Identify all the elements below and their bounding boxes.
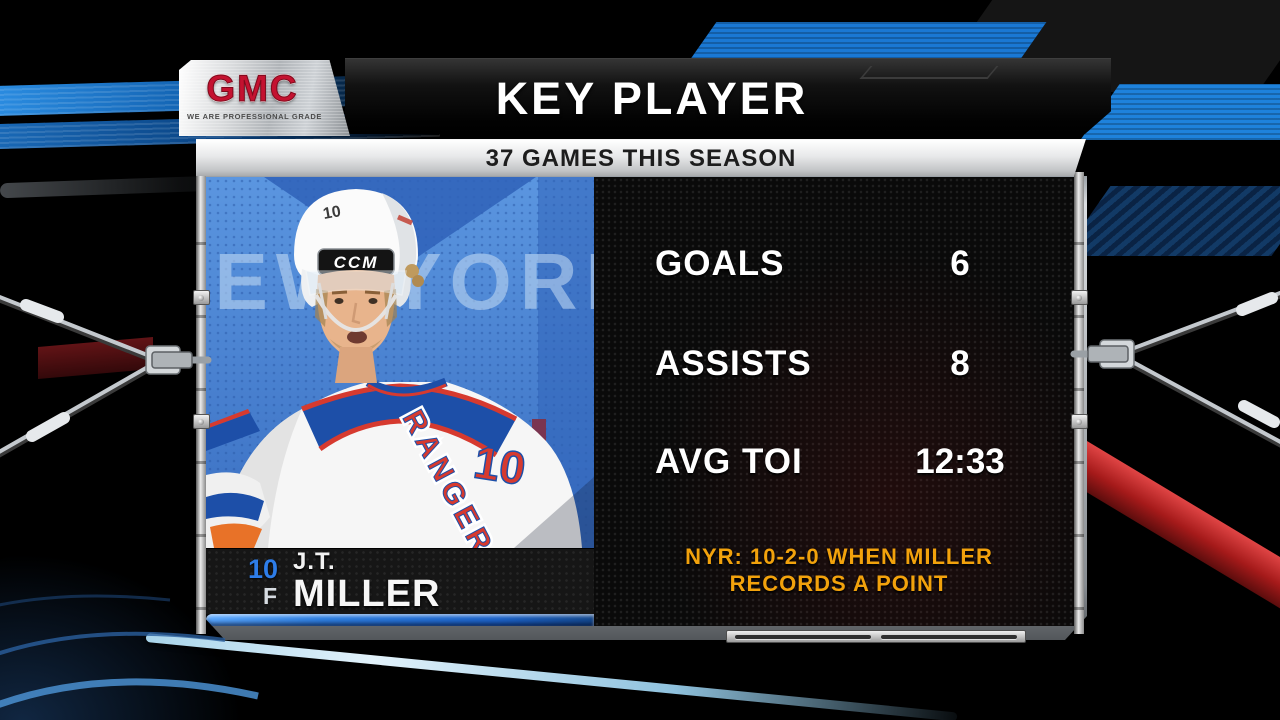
rail-knob xyxy=(1071,414,1088,429)
stat-note: NYR: 10-2-0 WHEN MILLER RECORDS A POINT xyxy=(594,543,1084,597)
sponsor-logo: GMC xyxy=(206,68,299,110)
page-title: KEY PLAYER xyxy=(495,73,809,124)
stat-note-line2: RECORDS A POINT xyxy=(729,571,949,596)
jersey-number: 10 xyxy=(470,436,529,495)
stat-label: GOALS xyxy=(655,244,785,283)
stat-row-assists: ASSISTS 8 xyxy=(594,341,1084,387)
rail-knob xyxy=(193,414,210,429)
stats-panel: GOALS 6 ASSISTS 8 AVG TOI 12:33 NYR: 10-… xyxy=(594,177,1084,626)
stat-value: 12:33 xyxy=(915,442,1005,481)
player-figure: RANGERS RANGERS 10 10 xyxy=(206,189,582,548)
panel-rail-right xyxy=(1074,172,1084,634)
stat-row-avg-toi: AVG TOI 12:33 xyxy=(594,439,1084,485)
accent-stripe xyxy=(206,614,594,626)
player-last-name: MILLER xyxy=(293,573,441,615)
panel-rail-left xyxy=(196,172,206,634)
subheader-text: 37 GAMES THIS SEASON xyxy=(485,145,797,172)
subheader-bar: 37 GAMES THIS SEASON xyxy=(196,139,1086,176)
player-photo: NEW YORK xyxy=(206,177,594,548)
stat-value: 6 xyxy=(950,244,970,283)
sponsor-plate: GMC WE ARE PROFESSIONAL GRADE xyxy=(179,60,350,136)
header-bar: KEY PLAYER xyxy=(345,58,1111,134)
rail-knob xyxy=(193,290,210,305)
stat-row-goals: GOALS 6 xyxy=(594,241,1084,287)
player-name-bar: 10 F J.T. MILLER xyxy=(206,548,594,614)
sponsor-tagline: WE ARE PROFESSIONAL GRADE xyxy=(186,112,322,121)
key-player-panel: NEW YORK xyxy=(203,176,1087,640)
studio-striped-panel-right xyxy=(1061,186,1280,256)
player-number: 10 xyxy=(247,553,278,584)
player-photo-card: NEW YORK xyxy=(206,177,594,626)
antenna-left xyxy=(0,294,212,458)
panel-handle xyxy=(726,630,1026,643)
player-position: F xyxy=(262,582,277,609)
stat-label: AVG TOI xyxy=(655,442,803,481)
helmet-brand: CCM xyxy=(334,253,379,272)
antenna-right xyxy=(1070,290,1280,448)
player-first-name: J.T. xyxy=(293,548,336,575)
stat-note-line1: NYR: 10-2-0 WHEN MILLER xyxy=(685,544,993,569)
studio-arcs-bottomleft xyxy=(0,594,259,708)
stat-label: ASSISTS xyxy=(655,344,812,383)
helmet-number: 10 xyxy=(322,203,343,223)
rail-knob xyxy=(1071,290,1088,305)
stat-value: 8 xyxy=(950,344,970,383)
studio-light-rod-bottom xyxy=(145,633,958,720)
